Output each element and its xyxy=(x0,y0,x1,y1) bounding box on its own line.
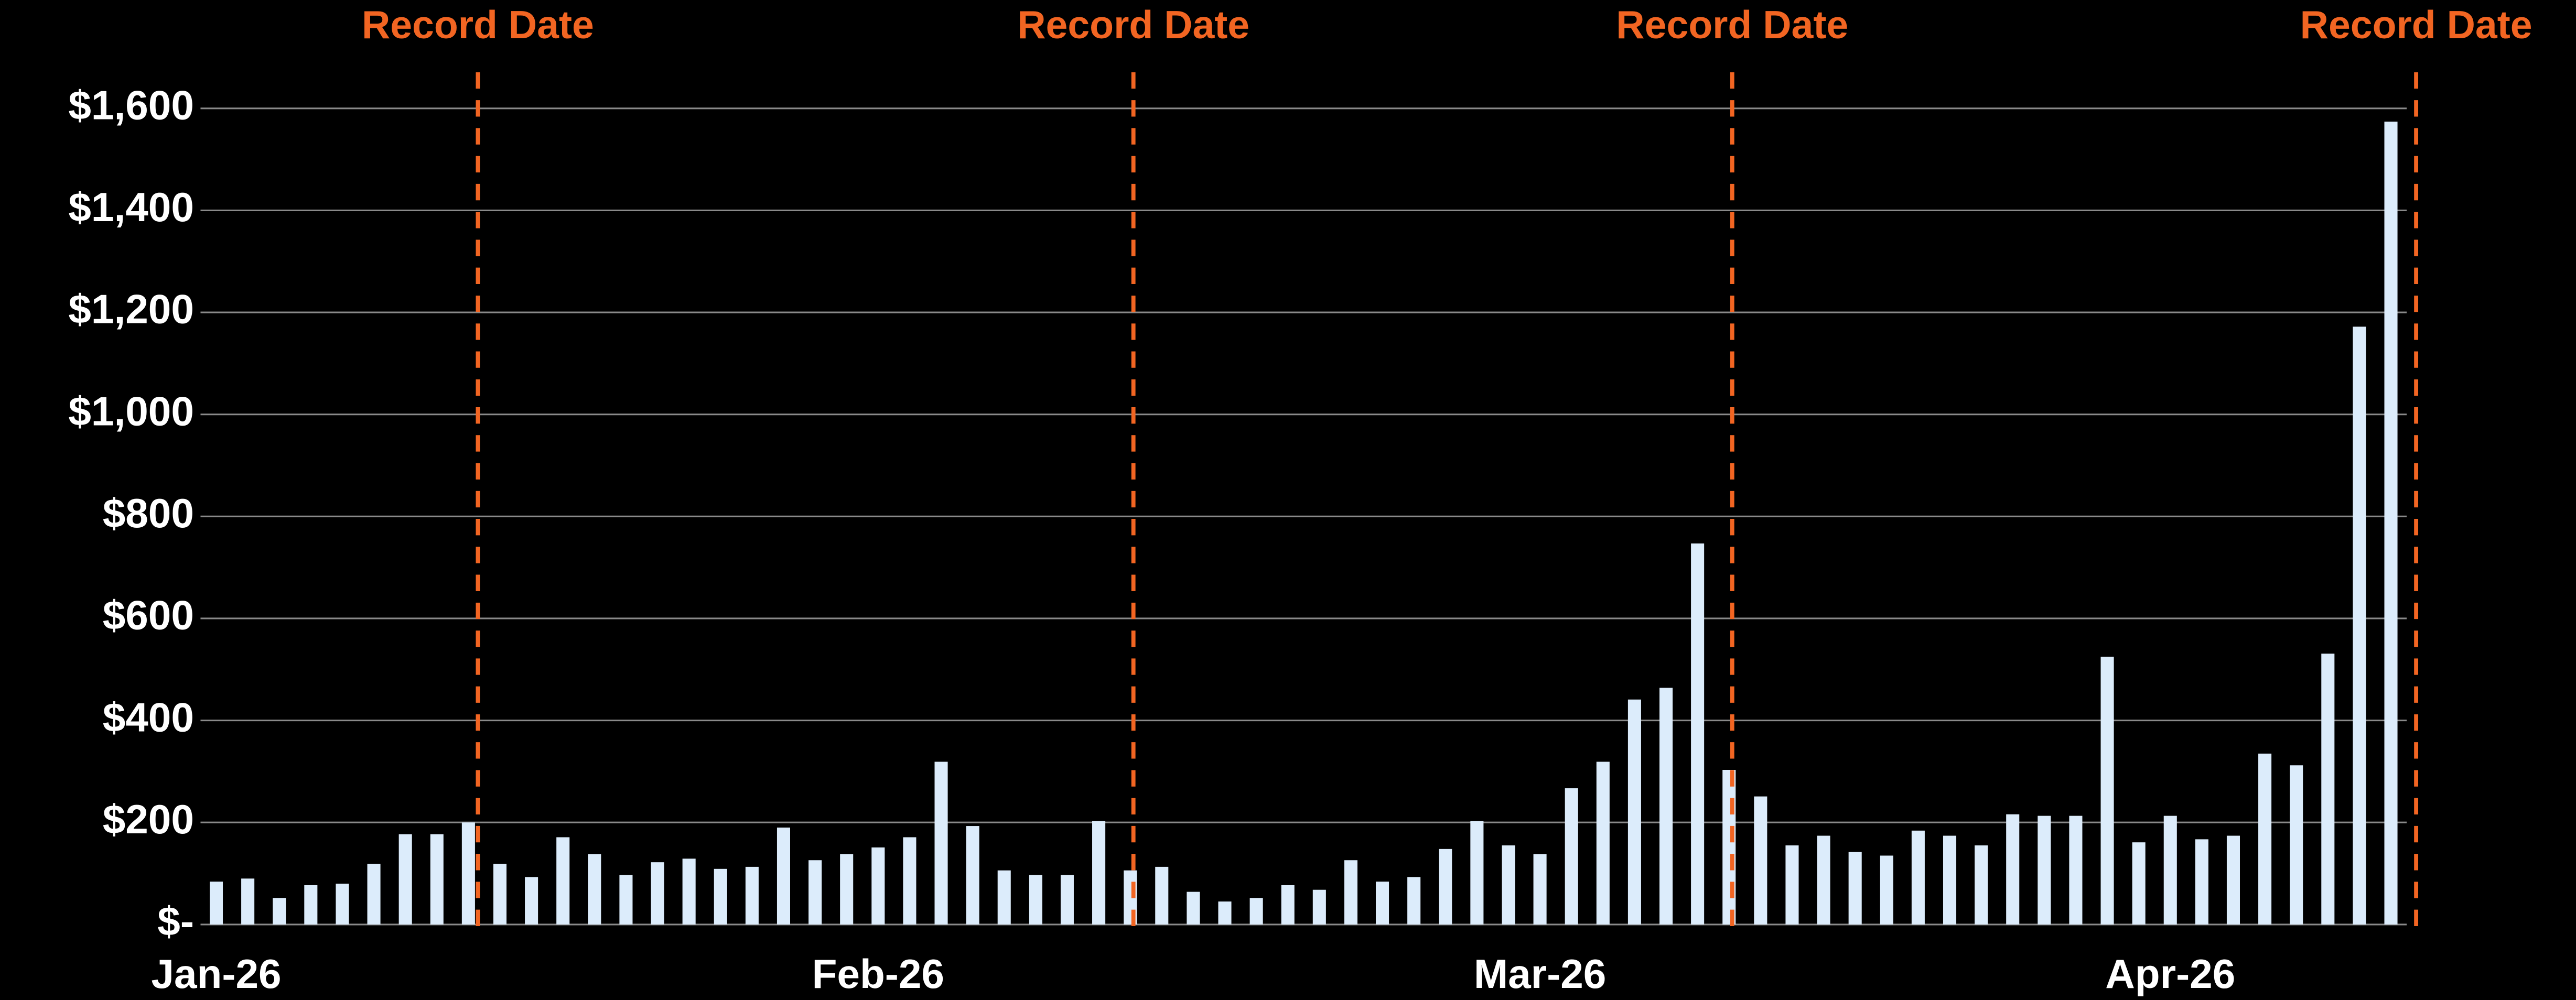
bar xyxy=(2258,753,2272,925)
bar xyxy=(1439,849,1452,925)
bar xyxy=(1754,796,1767,925)
x-tick-label: Feb-26 xyxy=(812,951,944,997)
y-tick-label: $1,600 xyxy=(68,82,194,128)
bar xyxy=(2384,122,2398,925)
bar xyxy=(619,875,633,925)
bar xyxy=(304,885,318,925)
bar xyxy=(1565,788,1578,925)
bar xyxy=(2195,839,2208,925)
bar xyxy=(2226,835,2240,925)
bar xyxy=(241,878,255,925)
bar xyxy=(1722,770,1736,925)
bar xyxy=(809,860,822,925)
y-tick-label: $- xyxy=(157,898,194,944)
y-tick-label: $400 xyxy=(103,694,194,740)
bar xyxy=(745,866,759,925)
bar xyxy=(493,864,507,925)
bar xyxy=(209,882,223,925)
bar xyxy=(2321,654,2335,925)
bar xyxy=(1092,821,1106,925)
record-date-label: Record Date xyxy=(362,3,594,47)
bar xyxy=(1407,877,1421,925)
y-tick-label: $200 xyxy=(103,796,194,842)
bar xyxy=(398,834,412,925)
bar xyxy=(1691,543,1705,925)
bar xyxy=(2069,816,2083,925)
bar xyxy=(1880,855,1893,925)
bar xyxy=(871,847,885,925)
x-tick-label: Mar-26 xyxy=(1474,951,1606,997)
x-tick-label: Jan-26 xyxy=(151,951,281,997)
bar xyxy=(1533,854,1547,925)
bar xyxy=(2132,842,2146,925)
bar xyxy=(934,762,948,925)
y-tick-label: $1,000 xyxy=(68,388,194,434)
bar xyxy=(430,834,444,925)
bar xyxy=(1029,875,1042,925)
bar xyxy=(1975,845,1988,925)
bar xyxy=(777,827,790,925)
bar xyxy=(1376,882,1389,925)
x-tick-label: Apr-26 xyxy=(2105,951,2235,997)
bar xyxy=(1344,860,1357,925)
bar xyxy=(336,884,349,925)
bar xyxy=(588,854,601,925)
bar xyxy=(1943,835,1957,925)
bar xyxy=(1596,762,1610,925)
bar xyxy=(1281,885,1295,925)
bar xyxy=(1060,875,1074,925)
bar xyxy=(2163,816,2177,925)
bar xyxy=(1627,699,1641,925)
bar xyxy=(461,822,475,925)
bar xyxy=(1911,830,1925,925)
y-tick-label: $1,400 xyxy=(68,184,194,230)
bar xyxy=(367,864,381,925)
bar xyxy=(2290,765,2303,925)
bar xyxy=(682,858,696,925)
bar xyxy=(1848,852,1862,925)
bar xyxy=(1817,835,1830,925)
record-date-label: Record Date xyxy=(2300,3,2532,47)
bar xyxy=(1502,845,1515,925)
bar xyxy=(1218,901,1232,925)
bar xyxy=(2038,816,2051,925)
bar xyxy=(273,898,286,925)
y-tick-label: $600 xyxy=(103,592,194,638)
bar xyxy=(966,826,979,925)
bar xyxy=(1312,889,1326,925)
record-date-label: Record Date xyxy=(1017,3,1249,47)
bar xyxy=(2006,814,2020,925)
bar xyxy=(651,862,664,925)
y-tick-label: $1,200 xyxy=(68,286,194,332)
bar xyxy=(903,837,917,925)
bar xyxy=(525,877,538,925)
bar xyxy=(997,870,1011,925)
bar xyxy=(1659,688,1673,925)
bar xyxy=(1249,898,1263,925)
bar xyxy=(714,868,727,925)
y-tick-label: $800 xyxy=(103,490,194,536)
bar xyxy=(1470,821,1484,925)
bar xyxy=(556,837,570,925)
bar xyxy=(2353,327,2366,925)
bar xyxy=(1155,866,1169,925)
bar xyxy=(1785,845,1799,925)
bar xyxy=(840,854,854,925)
record-date-label: Record Date xyxy=(1616,3,1848,47)
bar xyxy=(1187,892,1200,925)
bar xyxy=(2100,656,2114,925)
